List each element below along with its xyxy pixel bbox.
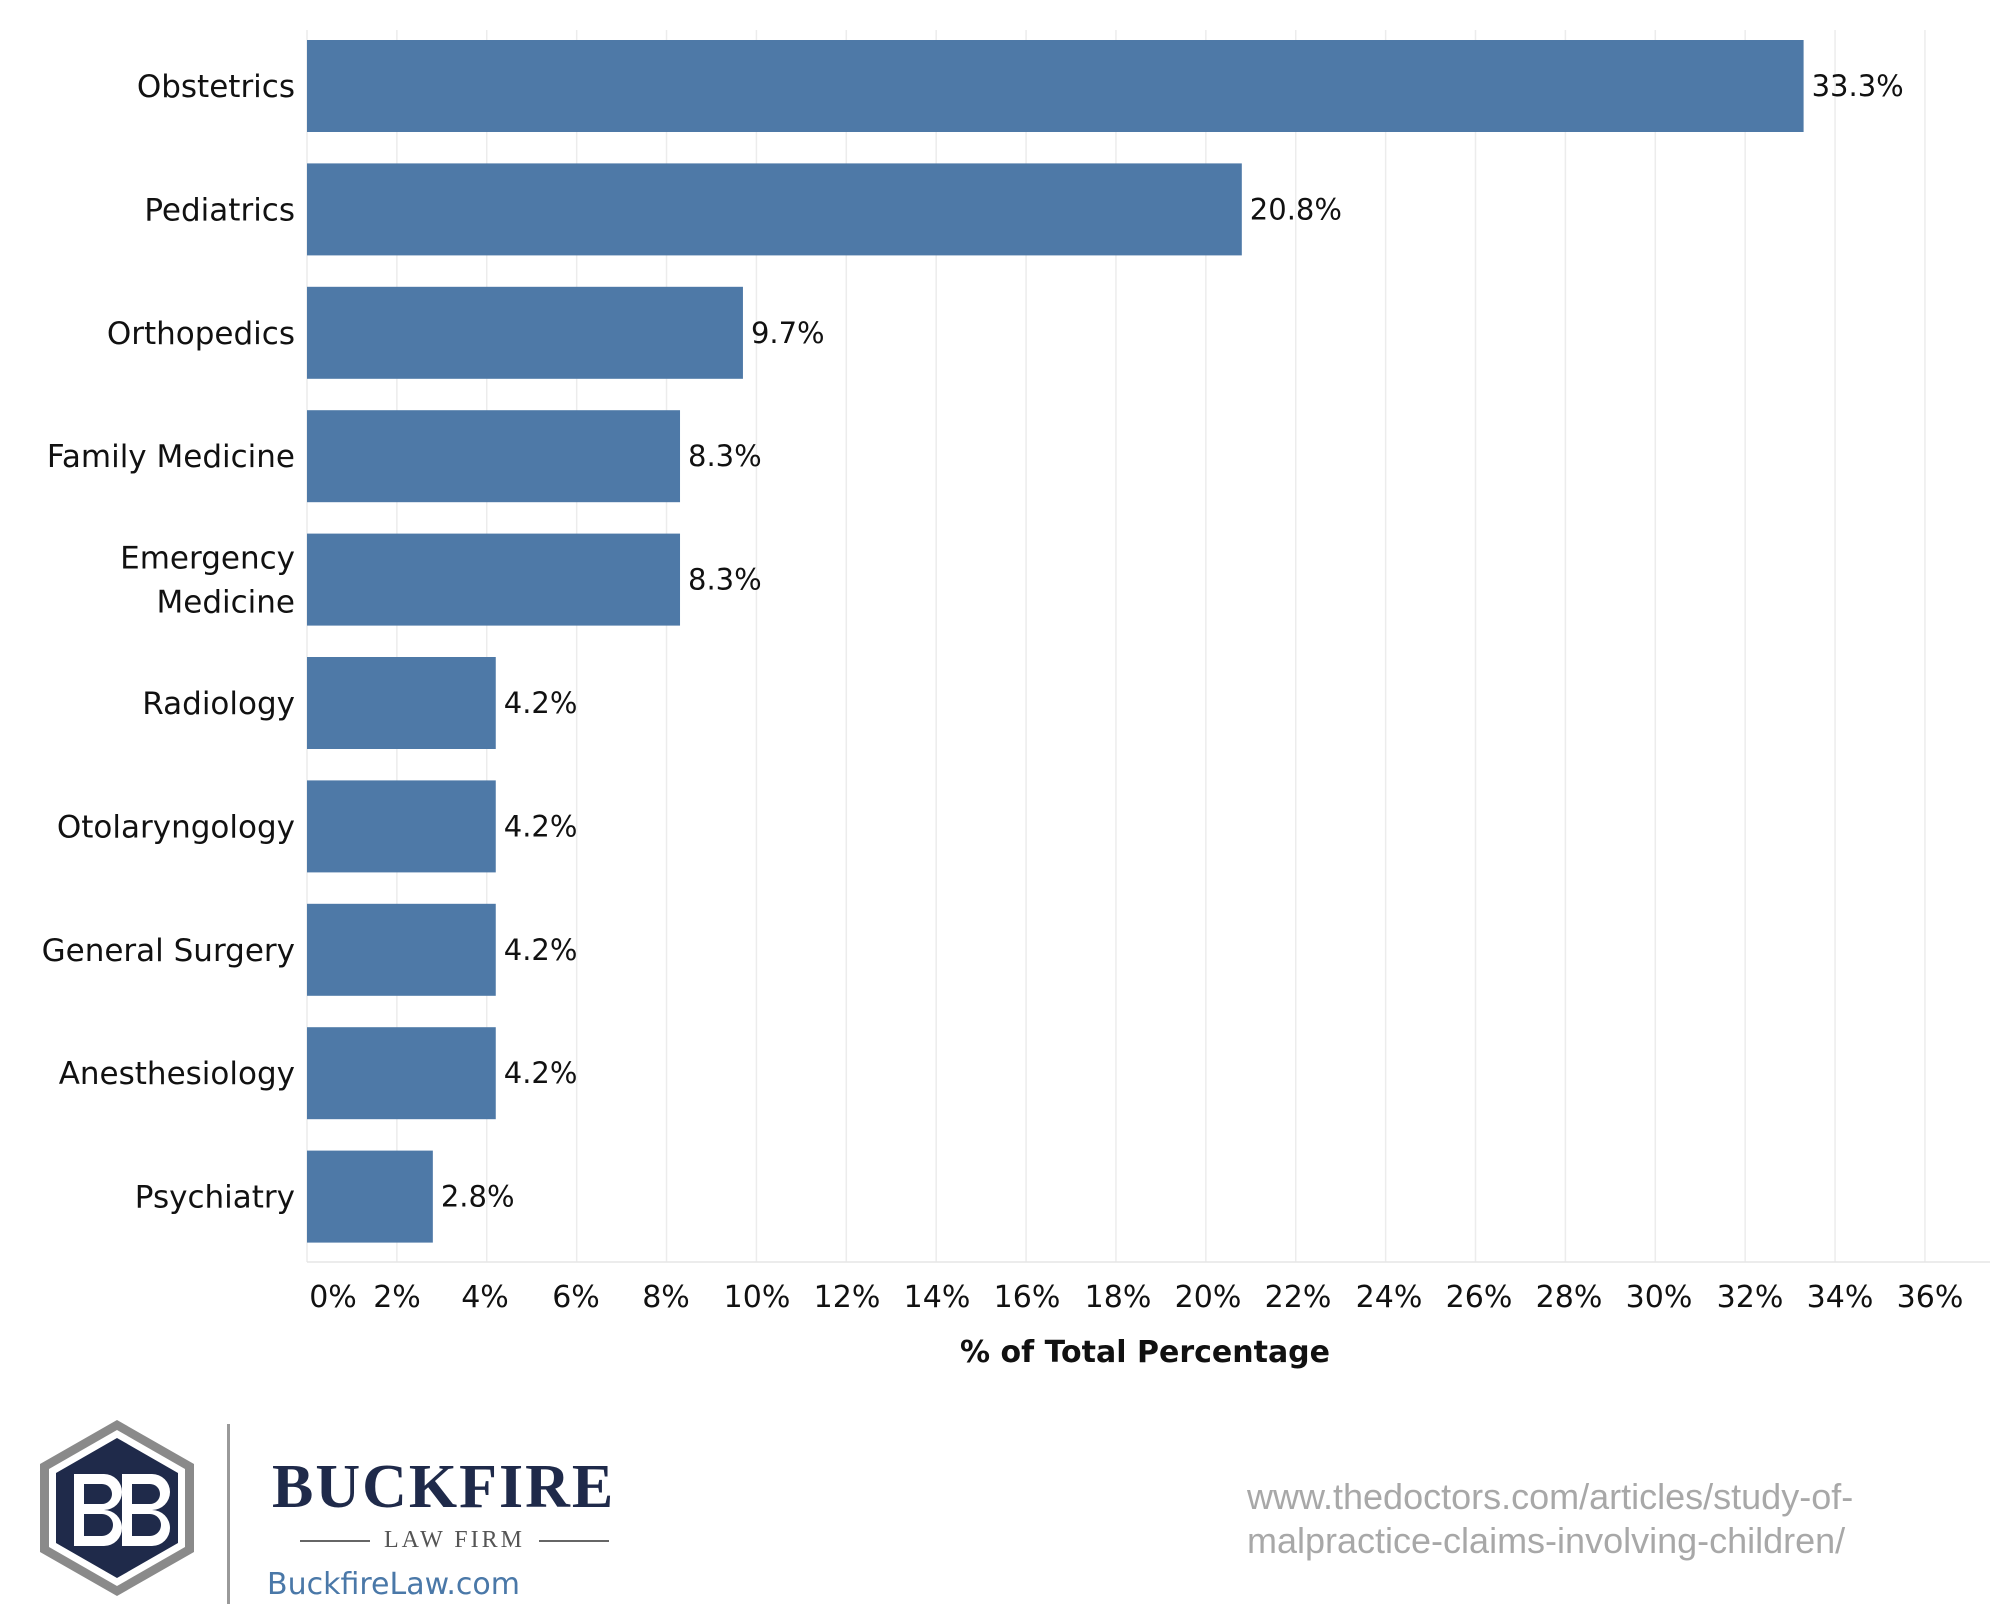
data-label: 8.3% bbox=[688, 439, 762, 473]
x-tick-label: 2% bbox=[373, 1280, 421, 1315]
x-tick-label: 22% bbox=[1265, 1280, 1332, 1315]
x-tick-label: 4% bbox=[461, 1280, 509, 1315]
category-label: Psychiatry bbox=[135, 1180, 295, 1216]
x-tick-label: 18% bbox=[1085, 1280, 1152, 1315]
x-tick-label: 6% bbox=[552, 1280, 600, 1315]
brand-subtitle: LAW FIRM bbox=[272, 1527, 637, 1554]
footer: BUCKFIRE LAW FIRM BuckfireLaw.com www.th… bbox=[0, 1390, 2000, 1604]
data-label: 33.3% bbox=[1812, 69, 1904, 103]
bar bbox=[307, 1150, 433, 1243]
x-tick-label: 32% bbox=[1717, 1280, 1784, 1315]
source-line-2: malpractice-claims-involving-children/ bbox=[1247, 1520, 1846, 1561]
data-label: 4.2% bbox=[504, 686, 578, 720]
category-label: Orthopedics bbox=[107, 316, 295, 352]
x-tick-label: 30% bbox=[1626, 1280, 1693, 1315]
logo-divider bbox=[227, 1424, 230, 1604]
data-label: 9.7% bbox=[751, 316, 825, 350]
x-tick-labels: 0% 2% 4% 6% 8% 10% 12% 14% 16% 18% 20% 22% 24% 26% 28%… bbox=[309, 1280, 1963, 1315]
brand-url: BuckfireLaw.com bbox=[267, 1567, 520, 1602]
x-tick-label: 36% bbox=[1897, 1280, 1964, 1315]
category-labels: Obstetrics Pediatrics Orthopedics Family Me… bbox=[42, 69, 295, 1216]
data-label: 2.8% bbox=[441, 1180, 515, 1214]
bar bbox=[307, 40, 1804, 132]
bar bbox=[307, 903, 496, 996]
bar bbox=[307, 163, 1242, 256]
bar bbox=[307, 780, 496, 873]
x-tick-label: 14% bbox=[904, 1280, 971, 1315]
data-label: 4.2% bbox=[504, 1056, 578, 1090]
data-label: 20.8% bbox=[1250, 192, 1342, 226]
category-label: Pediatrics bbox=[144, 192, 295, 228]
bar bbox=[307, 533, 681, 626]
x-tick-label: 16% bbox=[994, 1280, 1061, 1315]
source-line-1: www.thedoctors.com/articles/study-of- bbox=[1247, 1476, 1854, 1517]
x-tick-label: 26% bbox=[1446, 1280, 1513, 1315]
bar bbox=[307, 657, 496, 749]
data-label: 4.2% bbox=[504, 809, 578, 843]
buckfire-hexagon-logo-icon bbox=[40, 1420, 194, 1596]
x-tick-label: 10% bbox=[724, 1280, 791, 1315]
category-label: Anesthesiology bbox=[59, 1056, 295, 1092]
bar bbox=[307, 1027, 496, 1120]
x-tick-label: 20% bbox=[1175, 1280, 1242, 1315]
category-label: Otolaryngology bbox=[57, 809, 295, 845]
x-axis-title: % of Total Percentage bbox=[960, 1335, 1330, 1370]
category-label: General Surgery bbox=[42, 933, 295, 969]
bar bbox=[307, 410, 681, 503]
buckfire-logo: BUCKFIRE LAW FIRM BuckfireLaw.com bbox=[22, 1412, 662, 1604]
x-tick-label: 34% bbox=[1807, 1280, 1874, 1315]
bars bbox=[307, 40, 1804, 1243]
x-tick-label: 24% bbox=[1356, 1280, 1423, 1315]
x-tick-label: 0% bbox=[309, 1280, 357, 1315]
data-label: 4.2% bbox=[504, 933, 578, 967]
category-label: Emergency Medicine bbox=[120, 541, 295, 621]
bar bbox=[307, 286, 743, 379]
category-label: Radiology bbox=[142, 686, 295, 722]
x-tick-label: 28% bbox=[1536, 1280, 1603, 1315]
x-tick-label: 12% bbox=[814, 1280, 881, 1315]
x-tick-label: 8% bbox=[642, 1280, 690, 1315]
source-citation: www.thedoctors.com/articles/study-of- ma… bbox=[1247, 1475, 1947, 1563]
bar-chart: Obstetrics Pediatrics Orthopedics Family Me… bbox=[42, 30, 1990, 1370]
category-label: Family Medicine bbox=[47, 439, 295, 475]
data-labels: 33.3% 20.8% 9.7% 8.3% 8.3% 4.2% 4.2% 4.2% 4.2% 2.… bbox=[441, 69, 1904, 1214]
brand-name: BUCKFIRE bbox=[272, 1453, 616, 1521]
data-label: 8.3% bbox=[688, 563, 762, 597]
category-label: Obstetrics bbox=[137, 69, 295, 105]
